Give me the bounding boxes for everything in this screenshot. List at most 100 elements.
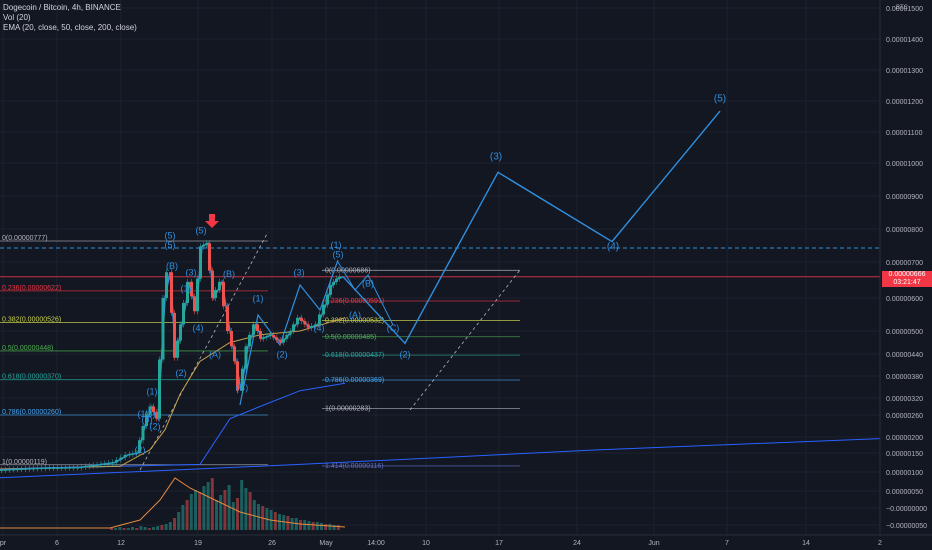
ema-indicator-label[interactable]: EMA (20, close, 50, close, 200, close) — [3, 23, 137, 32]
volume-bar — [152, 527, 155, 530]
volume-bar — [231, 502, 235, 530]
candle-body — [296, 317, 299, 325]
y-tick-label: 0.00001400 — [886, 37, 923, 44]
symbol-title[interactable]: Dogecoin / Bitcoin, 4h, BINANCE — [3, 3, 121, 12]
candle-body — [158, 359, 161, 419]
fib-left-level-label: 0.382(0.00000526) — [2, 316, 61, 323]
candle-body — [303, 321, 307, 325]
fib-right-level-label: 0.5(0.00000485) — [325, 334, 376, 341]
volume-bar — [332, 525, 336, 530]
candle-body — [265, 336, 269, 338]
wave-label: (1) — [253, 293, 264, 303]
candle-body — [161, 298, 165, 360]
fib-right-level-label: 1(0.00000283) — [325, 405, 371, 412]
candle-body — [211, 270, 214, 298]
wave-label: (4) — [607, 242, 619, 253]
candle-body — [186, 281, 189, 303]
y-tick-label: 0.00000100 — [886, 470, 923, 477]
ema-50-line — [0, 382, 346, 470]
wave-label: (3) — [490, 151, 502, 162]
volume-bar — [131, 527, 134, 530]
candle-body — [306, 324, 310, 328]
wave-label: (4) — [193, 323, 204, 333]
candle-body — [20, 468, 23, 470]
candle-body — [40, 468, 43, 470]
volume-bar — [160, 525, 164, 530]
wave-label: (5) — [333, 250, 344, 260]
wave-label: (2) — [277, 350, 288, 360]
candle-body — [80, 466, 83, 468]
candle-body — [83, 466, 87, 468]
volume-bar — [194, 490, 197, 530]
candle-body — [278, 339, 282, 343]
candle-body — [91, 465, 95, 467]
candle-body — [56, 467, 59, 469]
grid — [0, 0, 881, 535]
candle-body — [165, 272, 168, 298]
correction-line — [337, 261, 394, 326]
candle-body — [173, 312, 176, 358]
volume-bar — [290, 518, 294, 530]
current-price-value: 0.00000666 — [888, 271, 926, 278]
candle-body — [44, 468, 47, 470]
volume-bar — [240, 480, 244, 530]
volume-bar — [286, 516, 290, 530]
fib-right-level-label: 0(0.00000686) — [325, 267, 371, 274]
candle-body — [300, 317, 303, 322]
volume-bar — [164, 524, 168, 530]
x-tick-label: 6 — [55, 540, 59, 547]
candle-body — [338, 276, 341, 279]
projection-wave-line — [342, 110, 721, 345]
y-tick-label: −0.00000050 — [886, 523, 927, 530]
candle-body — [170, 272, 173, 313]
candle-body — [111, 462, 115, 464]
y-tick-label: 0.00000380 — [886, 374, 923, 381]
y-tick-label: 0.00000700 — [886, 260, 923, 267]
candle-body — [202, 244, 205, 247]
wave-label: (3) — [145, 409, 156, 419]
volume-bar — [219, 495, 223, 530]
candle-body — [262, 337, 265, 339]
candle-body — [208, 243, 211, 271]
x-tick-label: 10 — [422, 540, 430, 547]
x-tick-label: 14:00 — [367, 540, 385, 547]
volume-bar — [126, 528, 130, 530]
candle-body — [128, 454, 131, 456]
fib-left-level-label: 0.786(0.00000260) — [2, 409, 61, 416]
fib-right-level-label: 0.786(0.00000369) — [325, 377, 384, 384]
wave-label: (C) — [387, 323, 400, 333]
wave-label: (2) — [135, 445, 146, 455]
candle-body — [123, 454, 127, 458]
candle-body — [226, 306, 229, 331]
fib-left-level-label: 0.5(0.00000448) — [2, 345, 53, 352]
candle-body — [190, 281, 193, 297]
volume-bar — [299, 520, 302, 530]
wave-label: (2) — [176, 368, 187, 378]
currency-badge[interactable]: BTC — [896, 5, 908, 11]
ema-20-line — [0, 317, 346, 470]
wave-label: (1) — [147, 386, 158, 396]
candle-body — [252, 324, 255, 335]
volume-bar — [118, 527, 122, 530]
candle-body — [145, 415, 148, 426]
candle-body — [329, 285, 332, 295]
wave-label: (1) — [138, 409, 149, 419]
candle-body — [134, 453, 138, 454]
candle-body — [24, 468, 27, 470]
volume-bar — [307, 521, 311, 530]
candle-body — [72, 467, 75, 469]
candle-body — [268, 334, 272, 337]
candle-body — [285, 334, 289, 339]
x-tick-label: 14 — [802, 540, 810, 547]
candle-body — [148, 406, 152, 415]
volume-indicator-label[interactable]: Vol (20) — [3, 13, 31, 22]
volume-ma-line — [0, 477, 346, 529]
wave-label: (4) — [314, 323, 325, 333]
y-tick-label: 0.00001500 — [886, 6, 923, 13]
candle-body — [99, 464, 103, 466]
wave-label: (3) — [294, 267, 305, 277]
candle-body — [87, 465, 91, 467]
fib-left-level-label: 0.236(0.00000622) — [2, 285, 61, 292]
